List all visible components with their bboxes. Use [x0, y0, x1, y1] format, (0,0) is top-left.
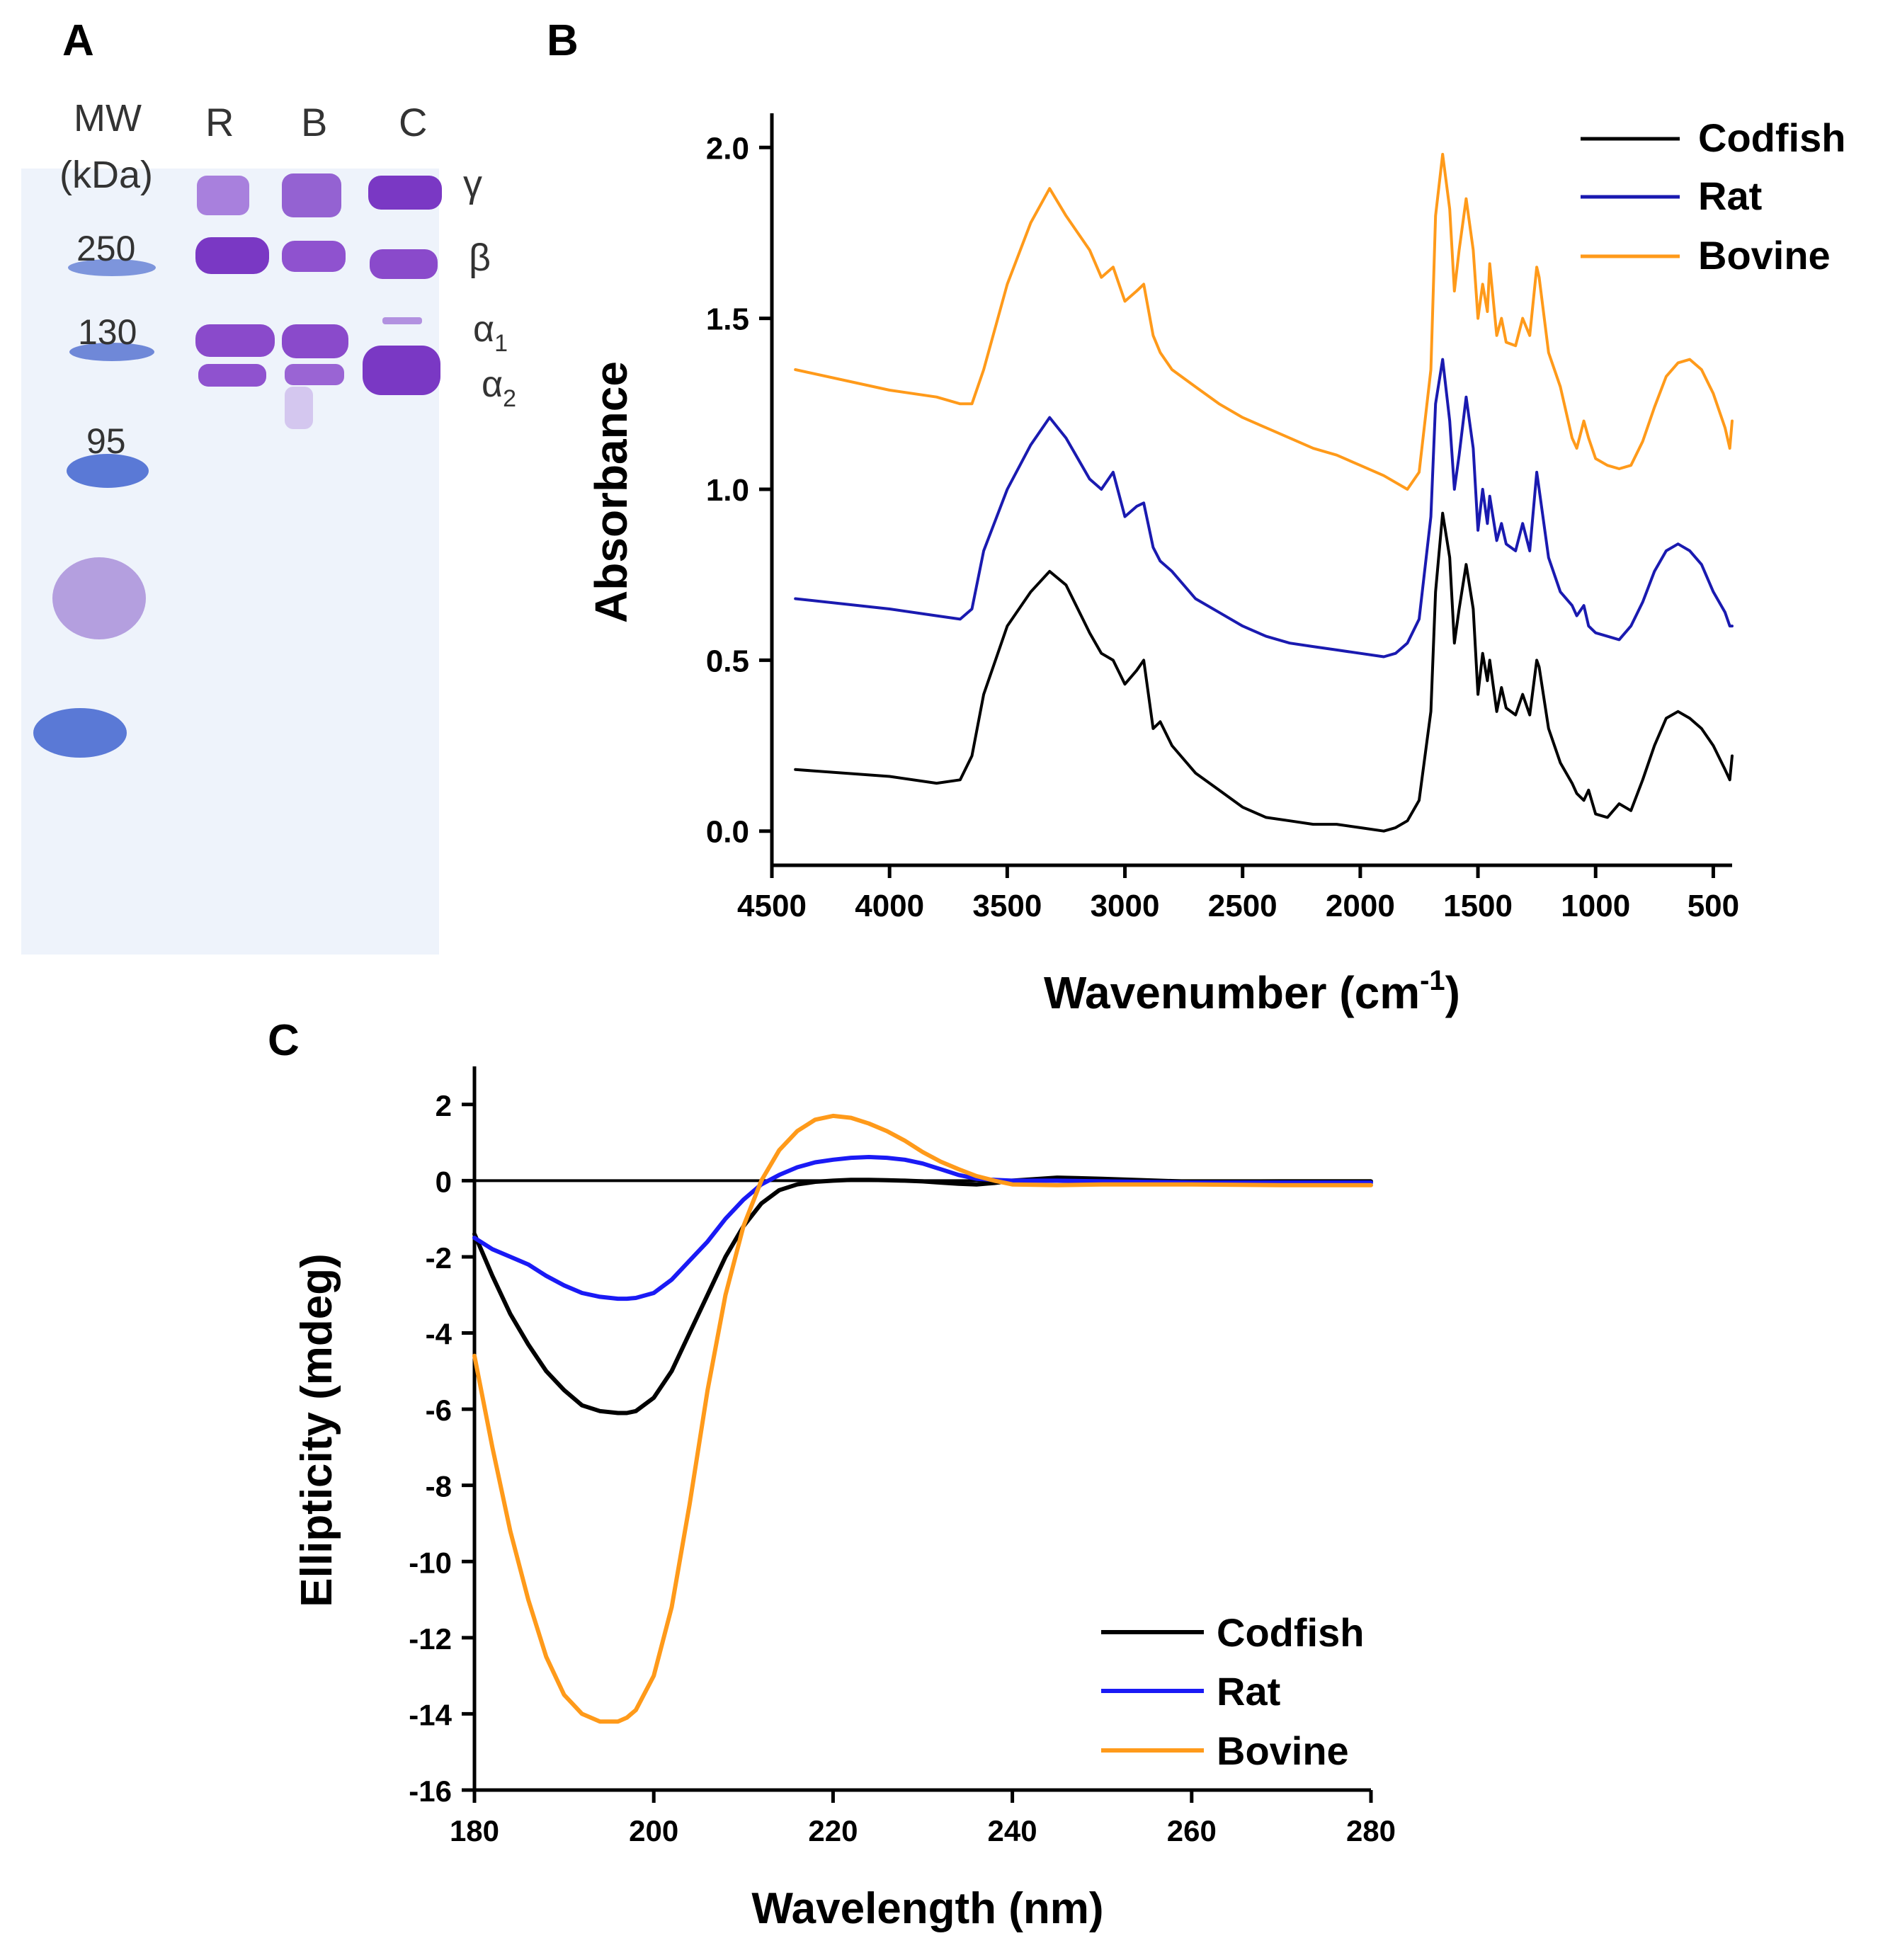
marker-band-130: [69, 343, 154, 361]
ftir-y-tick-label: 2.0: [706, 131, 749, 166]
band-label-alpha2-sub: 2: [503, 385, 516, 412]
gel-marker-label-130: 130: [78, 312, 137, 352]
ftir-series-group: [794, 152, 1734, 833]
band-label-beta: β: [469, 237, 491, 279]
cd-legend-label-codfish: Codfish: [1217, 1610, 1364, 1655]
ftir-y-tick-label: 1.5: [706, 302, 749, 337]
ftir-legend-label-bovine: Bovine: [1698, 233, 1831, 278]
gel-mw-header: MW: [74, 97, 142, 139]
cd-series-group: [472, 1113, 1373, 1724]
cd-y-tick-label: -16: [409, 1774, 452, 1808]
ftir-y-tick-label: 0.0: [706, 815, 749, 850]
panel-c: C 2 0 -2 -4 -6 -8 -10 -12 -14 -16 180 200 220 240 260…: [268, 1016, 1396, 1933]
ftir-x-tick-label: 3500: [972, 889, 1042, 923]
ftir-x-ticks: 4500 4000 3500 3000 2500 2000 1500 1000 500: [737, 865, 1739, 923]
ftir-y-tick-label: 1.0: [706, 473, 749, 508]
cd-series-line-bovine: [472, 1113, 1373, 1724]
gel-lane-label-c: C: [399, 100, 427, 144]
cd-x-tick-label: 180: [450, 1814, 499, 1847]
ftir-legend-label-rat: Rat: [1698, 173, 1762, 218]
ftir-x-tick-label: 3000: [1091, 889, 1160, 923]
band-label-alpha1: α1: [473, 309, 508, 357]
cd-y-tick-label: 0: [436, 1165, 452, 1198]
band-label-alpha2-base: α: [482, 364, 503, 405]
cd-x-tick-label: 200: [629, 1814, 678, 1847]
ftir-x-tick-label: 2000: [1326, 889, 1395, 923]
gel-kda-header: (kDa): [59, 154, 153, 196]
ftir-y-axis-label: Absorbance: [586, 361, 637, 623]
ftir-x-tick-label: 2500: [1208, 889, 1277, 923]
band-label-alpha2: α2: [482, 364, 516, 412]
panel-a: A MW (kDa) R B C 250 130 95 γ β: [21, 16, 516, 955]
cd-y-axis-label: Ellipticity (mdeg): [292, 1253, 341, 1607]
ftir-y-tick-label: 0.5: [706, 644, 749, 678]
cd-y-tick-label: -4: [426, 1318, 453, 1351]
cd-x-ticks: 180 200 220 240 260 280: [450, 1790, 1396, 1847]
cd-series-line-rat: [472, 1155, 1373, 1301]
gel-lane-label-r: R: [205, 100, 234, 144]
lane-r-band-beta: [195, 237, 269, 274]
ftir-legend: Codfish Rat Bovine: [1581, 115, 1845, 278]
cd-y-tick-label: -10: [409, 1546, 452, 1579]
ftir-x-tick-label: 4000: [855, 889, 924, 923]
cd-x-tick-label: 220: [808, 1814, 858, 1847]
cd-x-tick-label: 240: [988, 1814, 1037, 1847]
cd-y-tick-label: -6: [426, 1394, 452, 1427]
ftir-series-line-rat: [794, 358, 1734, 659]
marker-band-95: [67, 454, 149, 488]
lane-r-band-alpha2: [198, 364, 266, 387]
band-label-alpha1-base: α: [473, 309, 494, 350]
gel-marker-label-250: 250: [76, 229, 135, 268]
marker-band-250: [68, 259, 156, 276]
ftir-x-tick-label: 500: [1688, 889, 1739, 923]
lane-r-band-alpha1: [195, 324, 275, 357]
cd-y-tick-label: -12: [409, 1622, 452, 1656]
lane-c-band-beta: [370, 249, 438, 279]
lane-c-band-gamma: [368, 176, 442, 210]
ftir-legend-label-codfish: Codfish: [1698, 115, 1845, 160]
band-label-gamma: γ: [463, 163, 482, 205]
cd-legend: Codfish Rat Bovine: [1101, 1610, 1364, 1773]
panel-c-letter: C: [268, 1016, 300, 1065]
ftir-x-axis-label: Wavenumber (cm-1): [1044, 965, 1460, 1018]
cd-legend-label-bovine: Bovine: [1217, 1728, 1349, 1773]
ftir-x-tick-label: 1500: [1443, 889, 1513, 923]
ftir-x-tick-label: 4500: [737, 889, 807, 923]
cd-y-tick-label: -14: [409, 1698, 452, 1731]
ftir-x-axis-label-sup: -1: [1420, 965, 1445, 996]
ftir-series-line-codfish: [794, 511, 1734, 833]
ftir-series-line-bovine: [794, 152, 1734, 491]
marker-band-smear: [52, 557, 146, 639]
lane-b-smear: [285, 387, 313, 429]
cd-x-tick-label: 260: [1167, 1814, 1217, 1847]
cd-y-tick-label: 2: [436, 1089, 452, 1122]
ftir-y-ticks: 0.0 0.5 1.0 1.5 2.0: [706, 131, 772, 850]
ftir-x-axis-label-close: ): [1445, 967, 1460, 1018]
ftir-x-axis-label-main: Wavenumber (cm: [1044, 967, 1420, 1018]
lane-b-band-alpha1: [282, 324, 348, 358]
lane-b-band-alpha2: [285, 364, 344, 385]
gel-marker-label-95: 95: [86, 421, 126, 461]
lane-r-band-gamma: [197, 176, 249, 215]
lane-b-band-beta: [282, 241, 346, 272]
panel-b: B 0.0 0.5 1.0 1.5 2.0 4500 4000 3500 3000 2500 20…: [547, 16, 1845, 1018]
panel-a-letter: A: [62, 16, 94, 65]
lane-b-band-gamma: [282, 173, 341, 217]
cd-series-line-codfish: [472, 1175, 1373, 1415]
gel-lane-label-b: B: [301, 100, 327, 144]
cd-y-ticks: 2 0 -2 -4 -6 -8 -10 -12 -14 -16: [409, 1089, 474, 1808]
cd-legend-label-rat: Rat: [1217, 1669, 1280, 1714]
lane-c-band-alpha1: [382, 317, 422, 324]
marker-band-low: [33, 708, 127, 758]
cd-x-tick-label: 280: [1346, 1814, 1396, 1847]
panel-b-letter: B: [547, 16, 579, 65]
ftir-x-tick-label: 1000: [1561, 889, 1630, 923]
cd-y-tick-label: -2: [426, 1241, 452, 1275]
cd-y-tick-label: -8: [426, 1470, 452, 1503]
cd-x-axis-label: Wavelength (nm): [751, 1884, 1103, 1933]
band-label-alpha1-sub: 1: [494, 330, 508, 357]
lane-c-band-alpha2: [363, 346, 440, 395]
